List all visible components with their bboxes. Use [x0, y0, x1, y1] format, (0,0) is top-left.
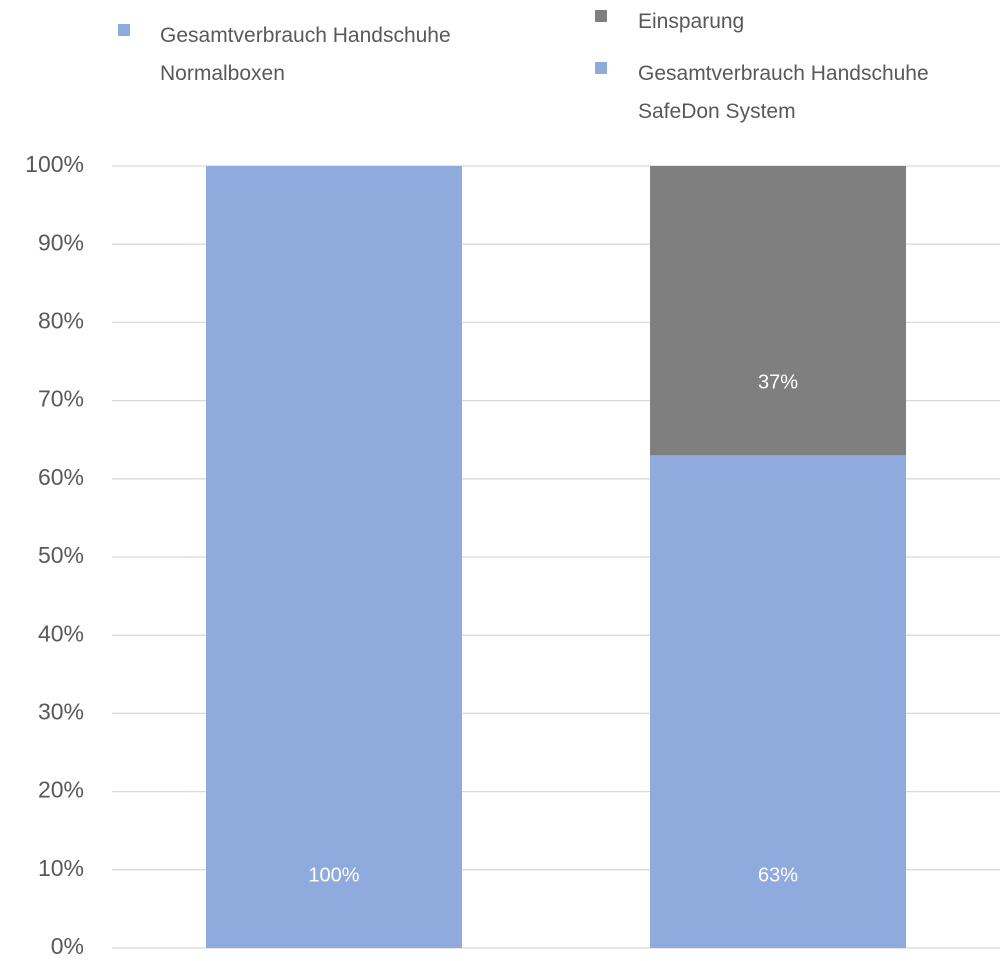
legend-swatch: [118, 24, 130, 36]
y-tick-label: 20%: [38, 777, 84, 803]
y-tick-label: 90%: [38, 229, 84, 255]
y-tick-label: 60%: [38, 464, 84, 490]
y-tick-label: 0%: [51, 933, 84, 959]
y-tick-label: 40%: [38, 620, 84, 646]
data-label: 100%: [308, 864, 359, 886]
legend-swatch: [595, 62, 607, 74]
bar-segment: [650, 455, 906, 948]
y-tick-label: 10%: [38, 855, 84, 881]
y-tick-label: 100%: [25, 151, 84, 177]
legend-swatch: [595, 10, 607, 22]
y-tick-label: 30%: [38, 698, 84, 724]
y-tick-label: 70%: [38, 386, 84, 412]
legend-label: Einsparung: [638, 10, 745, 33]
y-tick-label: 50%: [38, 542, 84, 568]
legend-label: Gesamtverbrauch Handschuhe SafeDon Syste…: [638, 62, 929, 123]
data-label: 37%: [758, 372, 798, 394]
bar-segment: [650, 166, 906, 456]
data-label: 63%: [758, 864, 798, 886]
y-tick-label: 80%: [38, 307, 84, 333]
legend-label: Gesamtverbrauch Handschuhe Normalboxen: [160, 24, 451, 85]
bar-segment: [206, 166, 462, 948]
